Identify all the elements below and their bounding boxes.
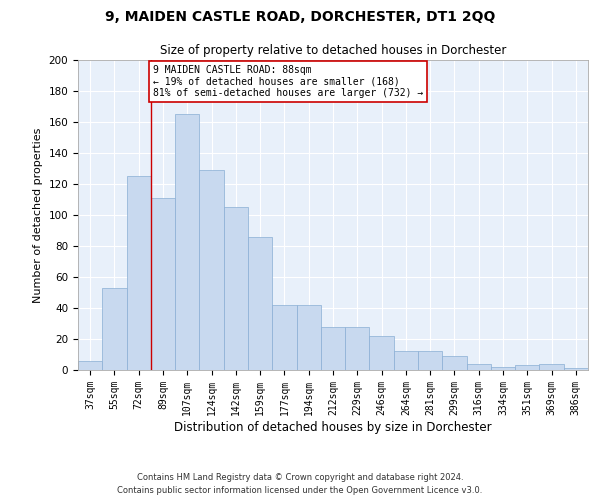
Bar (102, 288, 127, 370)
Bar (491, 367, 515, 370)
Bar (370, 336, 394, 370)
Bar (151, 198, 175, 370)
Text: Contains HM Land Registry data © Crown copyright and database right 2024.
Contai: Contains HM Land Registry data © Crown c… (118, 474, 482, 495)
Bar (296, 305, 321, 370)
Text: 9 MAIDEN CASTLE ROAD: 88sqm
← 19% of detached houses are smaller (168)
81% of se: 9 MAIDEN CASTLE ROAD: 88sqm ← 19% of det… (153, 64, 424, 98)
Title: Size of property relative to detached houses in Dorchester: Size of property relative to detached ho… (160, 44, 506, 58)
Bar (78, 360, 102, 370)
Bar (224, 207, 248, 370)
Bar (442, 356, 467, 370)
X-axis label: Distribution of detached houses by size in Dorchester: Distribution of detached houses by size … (174, 420, 492, 434)
Text: 9, MAIDEN CASTLE ROAD, DORCHESTER, DT1 2QQ: 9, MAIDEN CASTLE ROAD, DORCHESTER, DT1 2… (105, 10, 495, 24)
Bar (175, 114, 199, 370)
Bar (272, 305, 296, 370)
Y-axis label: Number of detached properties: Number of detached properties (33, 128, 43, 302)
Bar (515, 366, 539, 370)
Bar (345, 326, 370, 370)
Bar (248, 236, 272, 370)
Bar (539, 364, 564, 370)
Bar (564, 368, 588, 370)
Bar (467, 364, 491, 370)
Bar (418, 352, 442, 370)
Bar (321, 326, 345, 370)
Bar (199, 170, 224, 370)
Bar (394, 352, 418, 370)
Bar (127, 176, 151, 370)
